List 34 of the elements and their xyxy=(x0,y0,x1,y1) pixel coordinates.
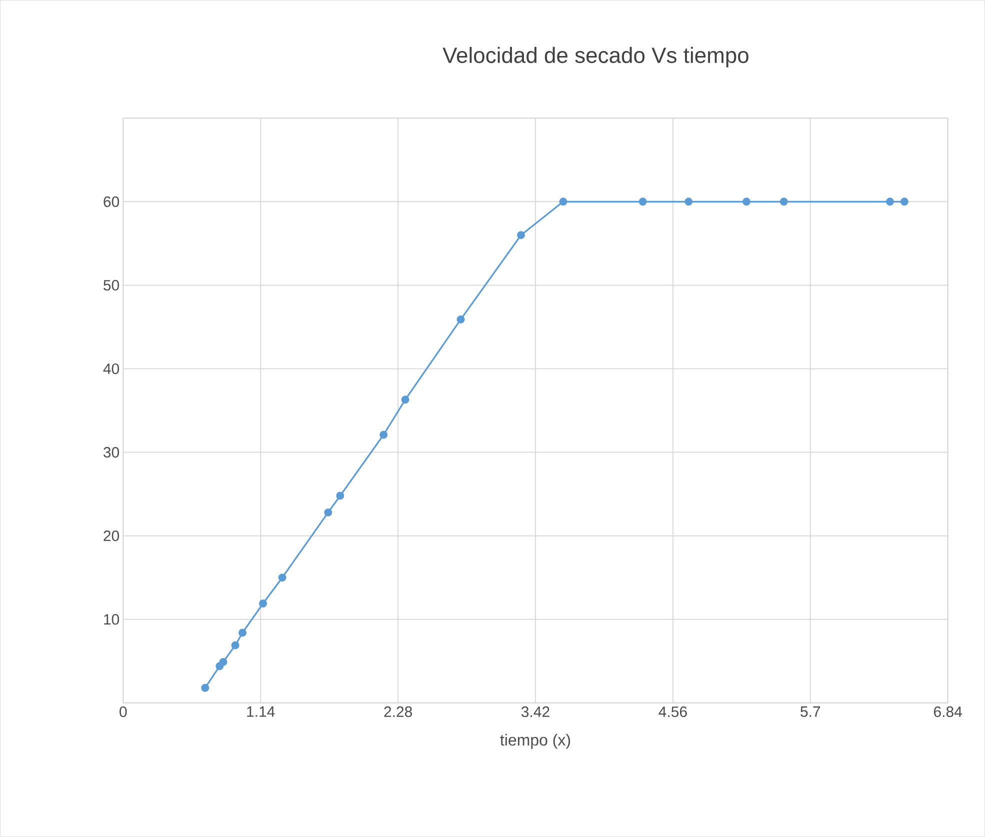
x-axis-title: tiempo (x) xyxy=(500,734,570,749)
y-tick-label: 10 xyxy=(104,614,120,625)
x-tick-label: 3.42 xyxy=(521,706,550,718)
x-tick-label: 6.84 xyxy=(934,706,962,718)
point xyxy=(517,231,526,240)
y-tick-label: 40 xyxy=(103,363,120,374)
point xyxy=(559,198,568,206)
x-tick-label: 2.28 xyxy=(384,706,412,718)
point xyxy=(336,492,344,500)
point xyxy=(324,508,332,516)
point xyxy=(201,684,210,692)
point xyxy=(900,198,908,206)
point xyxy=(380,430,388,439)
point xyxy=(638,198,647,206)
x-tick-label: 0 xyxy=(120,706,127,718)
y-tick-label: 20 xyxy=(104,530,120,542)
point xyxy=(231,641,240,650)
y-tick-label: 30 xyxy=(104,446,120,458)
point xyxy=(219,658,228,666)
point xyxy=(456,315,465,324)
point xyxy=(259,599,268,608)
point xyxy=(238,628,247,637)
chart-title: Velocidad de secado Vs tiempo xyxy=(442,46,748,68)
y-tick-label: 50 xyxy=(104,280,120,291)
point xyxy=(401,396,410,404)
point xyxy=(780,198,788,206)
point xyxy=(684,198,693,206)
y-tick-label: 60 xyxy=(104,196,120,207)
x-tick-label: 1.14 xyxy=(247,706,275,717)
x-tick-label: 4.56 xyxy=(658,706,687,718)
point xyxy=(886,198,894,206)
point xyxy=(278,574,286,582)
x-tick-label: 5.7 xyxy=(800,706,820,717)
point xyxy=(742,198,750,206)
